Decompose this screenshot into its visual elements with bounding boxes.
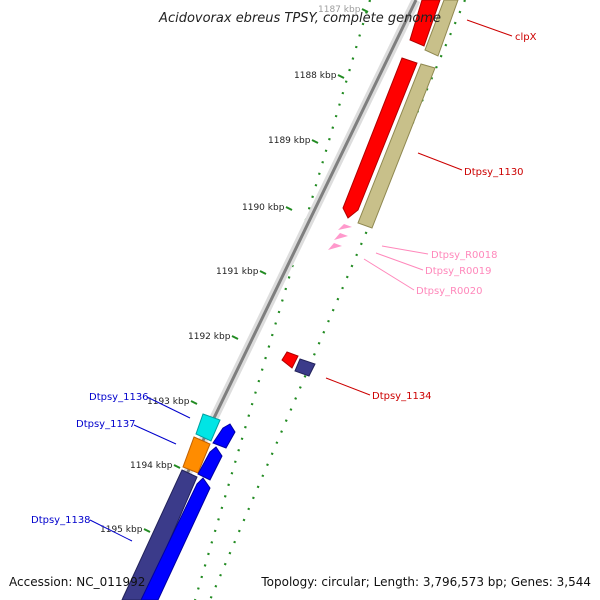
- scale-tick-label: 1191 kbp: [216, 267, 259, 277]
- label-dtpsy-1134[interactable]: Dtpsy_1134: [372, 391, 432, 402]
- scale-tick-mark: [173, 464, 181, 469]
- summary-text: Topology: circular; Length: 3,796,573 bp…: [260, 575, 591, 589]
- feature-dtpsy-r0019[interactable]: [334, 233, 348, 240]
- feature-dtpsy-r0020[interactable]: [328, 243, 342, 250]
- label-dtpsy-r0019[interactable]: Dtpsy_R0019: [425, 266, 492, 277]
- scale-tick-mark: [361, 8, 369, 13]
- scale-tick-label: 1193 kbp: [147, 397, 190, 407]
- feature-clpx[interactable]: [409, 0, 459, 57]
- accession-text: Accession: NC_011992: [9, 575, 145, 589]
- feature-dtpsy-1130[interactable]: [342, 57, 436, 229]
- scale-tick-label: 1195 kbp: [100, 525, 143, 535]
- label-dtpsy-r0018[interactable]: Dtpsy_R0018: [431, 250, 498, 261]
- scale-tick-mark: [285, 206, 293, 211]
- feature-dtpsy-r0018[interactable]: [338, 224, 352, 230]
- scale-tick-mark: [143, 528, 151, 533]
- feature-dtpsy-1136[interactable]: [195, 413, 221, 442]
- scale-tick-labels: 1187 kbp 1188 kbp 1189 kbp 1190 kbp 1191 kbp…: [100, 5, 369, 535]
- label-dtpsy-1136[interactable]: Dtpsy_1136: [89, 392, 149, 403]
- label-dtpsy-r0020[interactable]: Dtpsy_R0020: [416, 286, 483, 297]
- leader-lines: [89, 19, 513, 542]
- feature-blue-cds-2[interactable]: [197, 446, 223, 481]
- scale-tick-label: 1187 kbp: [318, 5, 361, 15]
- label-dtpsy-1138[interactable]: Dtpsy_1138: [31, 515, 91, 526]
- scale-tick-mark: [337, 74, 345, 79]
- label-dtpsy-1137[interactable]: Dtpsy_1137: [76, 419, 136, 430]
- map-title: Acidovorax ebreus TPSY, complete genome: [158, 11, 441, 26]
- scale-tick-label: 1190 kbp: [242, 203, 285, 213]
- scale-tick-label: 1194 kbp: [130, 461, 173, 471]
- label-dtpsy-1130[interactable]: Dtpsy_1130: [464, 167, 524, 178]
- label-clpx[interactable]: clpX: [515, 32, 537, 43]
- scale-tick-mark: [190, 400, 198, 405]
- scale-tick-label: 1188 kbp: [294, 71, 337, 81]
- scale-ruler-outer: [193, 0, 372, 600]
- scale-tick-label: 1192 kbp: [188, 332, 231, 342]
- scale-tick-mark: [259, 270, 267, 275]
- scale-tick-label: 1189 kbp: [268, 136, 311, 146]
- feature-dtpsy-1138[interactable]: [121, 469, 198, 600]
- scale-tick-mark: [311, 139, 319, 144]
- feature-dtpsy-1134[interactable]: [281, 351, 316, 377]
- feature-blue-cds-1[interactable]: [212, 423, 236, 449]
- feature-blue-cds-3[interactable]: [140, 477, 211, 600]
- scale-tick-mark: [231, 335, 239, 340]
